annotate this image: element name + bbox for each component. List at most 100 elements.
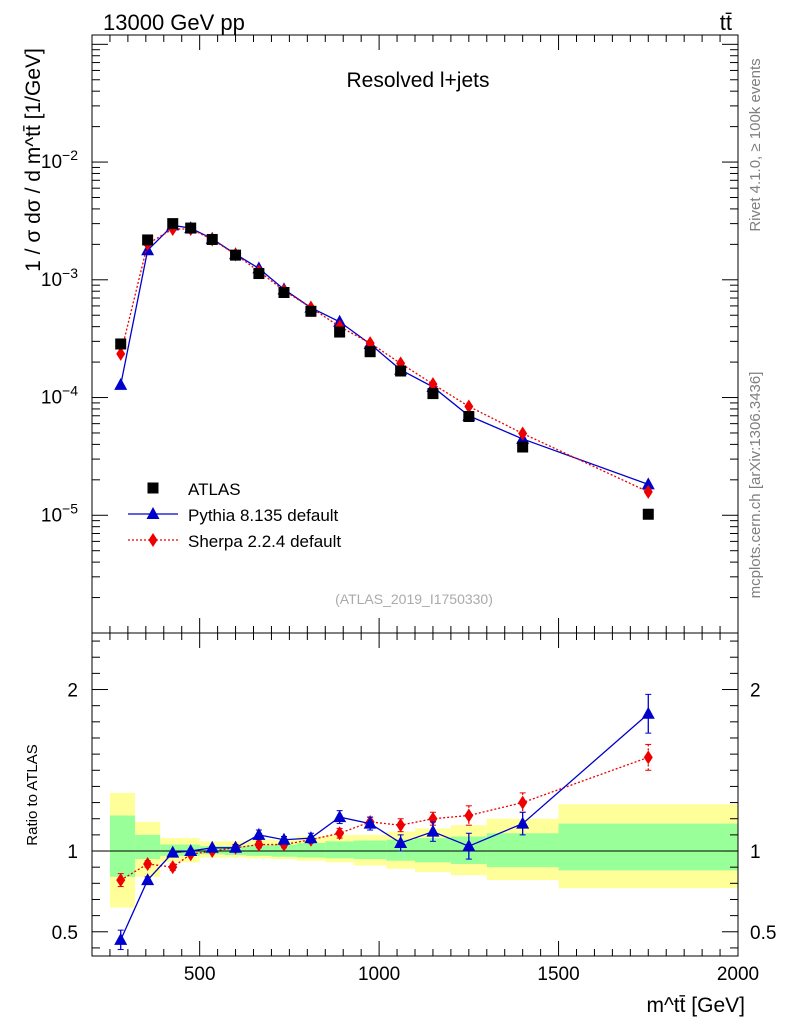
legend-label-sherpa: Sherpa 2.2.4 default [188, 532, 341, 551]
legend-marker-pythia [146, 507, 160, 519]
uncertainty-band-inner [486, 833, 559, 868]
pythia-point [641, 477, 655, 490]
sherpa-point [428, 377, 438, 392]
legend-marker-sherpa [148, 533, 158, 547]
ratio-y-tick-label: 1 [67, 842, 78, 863]
pythia-point [304, 831, 318, 844]
sherpa-point [116, 346, 126, 361]
sherpa-point [143, 856, 153, 871]
atlas-point [115, 338, 127, 350]
legend-marker-atlas [147, 482, 159, 494]
ratio-x-axis: 500 1000 1500 2000 [109, 633, 759, 985]
sherpa-point [168, 860, 178, 875]
pythia-point [363, 816, 377, 829]
legend-label-pythia: Pythia 8.135 default [188, 506, 339, 525]
analysis-watermark: (ATLAS_2019_I1750330) [335, 591, 493, 607]
atlas-point [642, 508, 654, 520]
atlas-point [364, 346, 376, 358]
uncertainty-band-inner [160, 844, 200, 856]
x-tick-label: 1000 [358, 964, 400, 985]
uncertainty-band-inner [296, 842, 326, 858]
sherpa-point [518, 795, 528, 810]
main-y-tick-label: 10−2 [41, 147, 78, 173]
ratio-y-axis: 0.5 0.5 1 1 2 2 [52, 640, 776, 949]
ratio-y-tick-label: 2 [67, 681, 78, 702]
atlas-point [230, 249, 242, 261]
pythia-point [184, 844, 198, 857]
pythia-line [120, 224, 649, 485]
sherpa-point [116, 873, 126, 888]
atlas-point [463, 411, 475, 423]
sherpa-point [396, 818, 406, 833]
sherpa-line [120, 228, 649, 493]
x-tick-label: 2000 [717, 964, 759, 985]
sherpa-point [464, 808, 474, 823]
sherpa-point [518, 426, 528, 441]
x-tick-label: 500 [184, 964, 216, 985]
x-axis-label: m^tt̄ [GeV] [646, 994, 745, 1017]
atlas-point [167, 218, 179, 230]
pythia-point [641, 706, 655, 719]
ratio-y-tick-label: 1 [750, 842, 761, 863]
ratio-data-layer [114, 693, 655, 951]
main-y-axis-label: 1 / σ dσ / d m^tt̄ [1/GeV] [22, 48, 45, 272]
uncertainty-bands [109, 792, 738, 908]
pythia-point [141, 873, 155, 886]
pythia-point [114, 932, 128, 945]
sherpa-point [254, 837, 264, 852]
ratio-panel: 0.5 0.5 1 1 2 2 500 1000 1500 2000 Ratio to ATLA… [24, 632, 776, 1017]
atlas-point [427, 388, 439, 400]
pythia-point [426, 824, 440, 837]
mcplots-label: mcplots.cern.ch [arXiv:1306.3436] [747, 372, 764, 599]
process-label: tt̄ [720, 10, 732, 35]
atlas-point [334, 326, 346, 338]
atlas-point [395, 365, 407, 377]
chart-title: Resolved l+jets [347, 69, 490, 92]
atlas-point [305, 305, 317, 317]
pythia-point [333, 810, 347, 823]
uncertainty-band-inner [558, 823, 738, 871]
uncertainty-band-inner [415, 838, 451, 863]
pythia-point [166, 845, 180, 858]
main-y-tick-label: 10−5 [41, 500, 78, 526]
pythia-point [252, 827, 266, 840]
atlas-point [206, 233, 218, 245]
atlas-point [185, 222, 197, 234]
sherpa-point [464, 399, 474, 414]
atlas-point [278, 286, 290, 298]
main-y-axis: 10−5 10−4 10−3 10−2 [41, 43, 738, 634]
uncertainty-band-inner [109, 815, 136, 877]
pythia-point [394, 835, 408, 848]
rivet-version-label: Rivet 4.1.0, ≥ 100k events [747, 58, 764, 231]
pythia-point [462, 839, 476, 852]
legend: ATLAS Pythia 8.135 default Sherpa 2.2.4 de… [128, 480, 341, 551]
atlas-point [142, 234, 154, 246]
uncertainty-band-inner [325, 841, 354, 859]
ratio-y-axis-label: Ratio to ATLAS [24, 744, 41, 845]
x-tick-label: 1500 [537, 964, 579, 985]
pythia-line [120, 713, 649, 941]
main-data-layer [114, 218, 655, 520]
pythia-point [205, 840, 219, 853]
pythia-point [229, 840, 243, 853]
sherpa-point [335, 826, 345, 841]
uncertainty-band-inner [353, 840, 387, 860]
ratio-y-tick-label: 0.5 [750, 923, 776, 944]
pythia-point [277, 832, 291, 845]
ratio-y-tick-label: 0.5 [52, 923, 78, 944]
ratio-y-tick-label: 2 [750, 681, 761, 702]
sherpa-point [643, 484, 653, 499]
pythia-point [516, 816, 530, 829]
pythia-point [114, 377, 128, 390]
sherpa-point [643, 750, 653, 765]
main-panel: 10−5 10−4 10−3 10−2 Resolved l+jets (ATLAS_… [22, 34, 739, 634]
uncertainty-band-inner [135, 834, 161, 860]
atlas-point [517, 441, 529, 453]
ratio-frame [91, 632, 739, 957]
energy-label: 13000 GeV pp [103, 10, 245, 35]
main-y-tick-label: 10−3 [41, 265, 78, 291]
legend-label-atlas: ATLAS [188, 480, 241, 499]
main-y-tick-label: 10−4 [41, 383, 78, 409]
atlas-point [253, 268, 265, 280]
